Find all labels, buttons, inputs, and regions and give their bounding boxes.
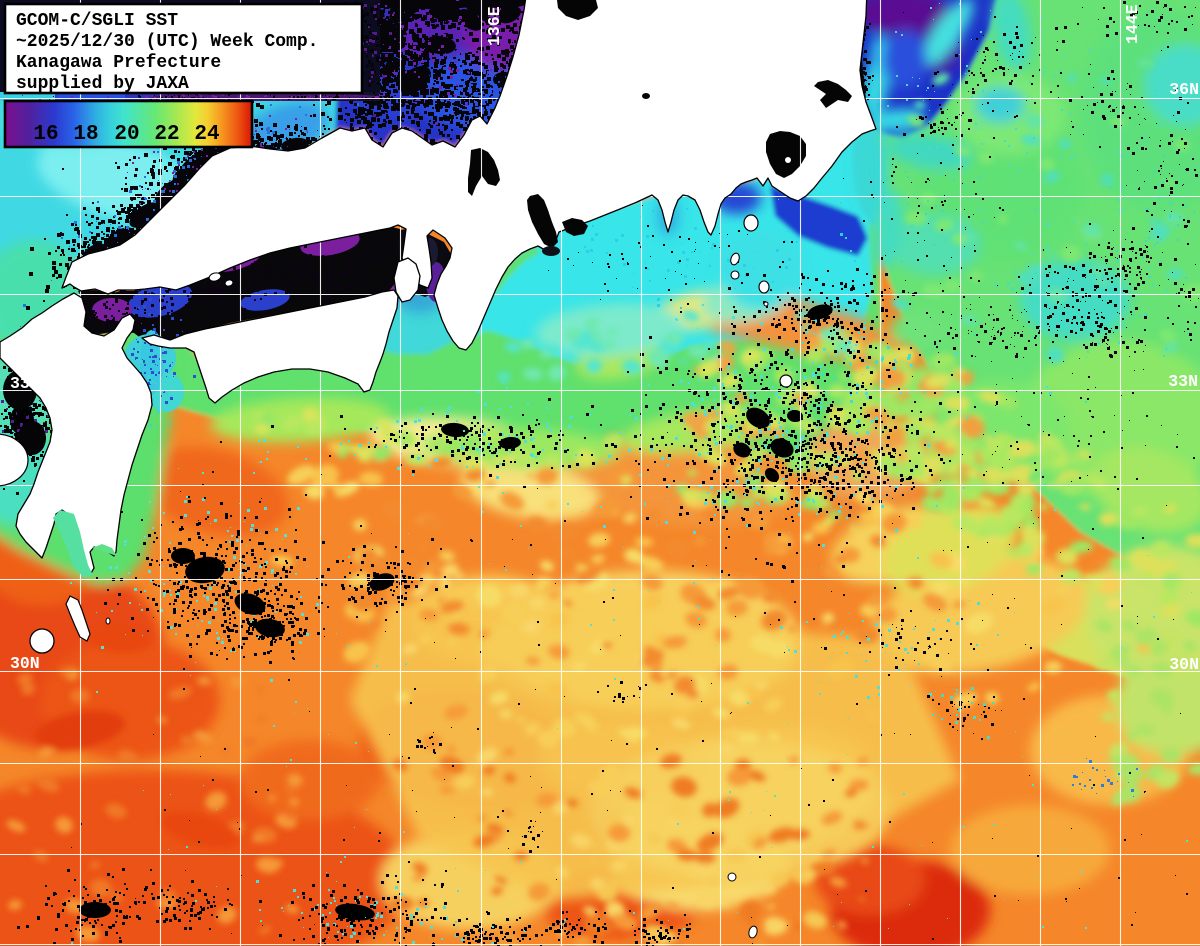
svg-text:22: 22 [154,123,179,146]
svg-text:24: 24 [194,123,219,146]
svg-text:30N: 30N [10,654,40,673]
svg-text:36N: 36N [1169,80,1199,99]
svg-text:GCOM-C/SGLI SST: GCOM-C/SGLI SST [16,11,178,31]
svg-text:33N: 33N [1168,372,1198,391]
svg-text:20: 20 [114,123,139,146]
svg-text:33N: 33N [10,374,40,393]
svg-text:30N: 30N [1169,655,1199,674]
svg-text:18: 18 [73,123,98,146]
svg-text:144E: 144E [1123,4,1142,44]
svg-text:16: 16 [33,123,58,146]
svg-text:Kanagawa Prefecture: Kanagawa Prefecture [16,53,221,73]
svg-text:~2025/12/30 (UTC) Week Comp.: ~2025/12/30 (UTC) Week Comp. [16,32,318,52]
svg-text:supplied by JAXA: supplied by JAXA [16,74,189,94]
svg-text:136E: 136E [485,6,504,46]
